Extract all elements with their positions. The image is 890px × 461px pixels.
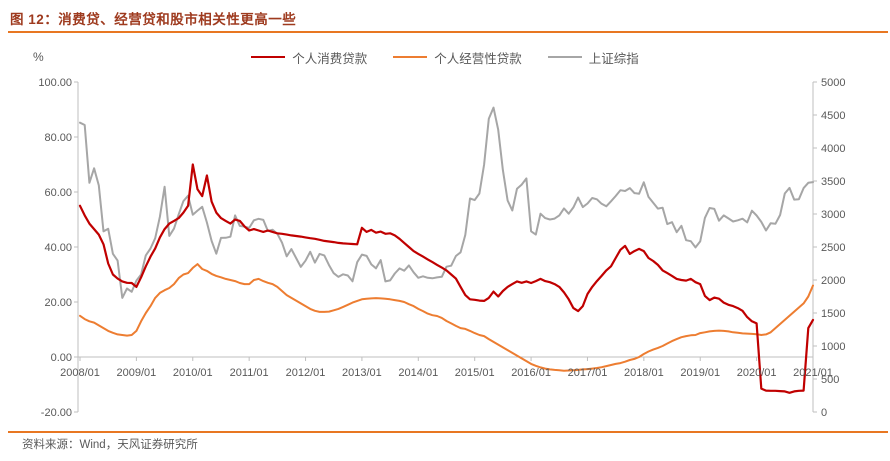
left-axis-label: 0.00 <box>51 352 72 364</box>
left-axis-unit-label: % <box>33 50 44 64</box>
bottom-divider-rule <box>8 431 888 433</box>
x-axis-label: 2020/01 <box>737 367 777 379</box>
x-axis-label: 2010/01 <box>173 367 213 379</box>
right-axis-label: 500 <box>821 374 839 386</box>
legend-label-business-loan: 个人经营性贷款 <box>434 51 522 66</box>
sse-index-line-swatch <box>547 55 582 59</box>
right-axis-label: 3000 <box>821 209 845 221</box>
x-axis-label: 2016/01 <box>511 367 551 379</box>
right-axis-label: 0 <box>821 407 827 419</box>
business-loan-line <box>79 263 814 372</box>
business-loan-line-swatch <box>393 55 428 59</box>
sse-index-line <box>79 106 814 299</box>
left-axis-label: 80.00 <box>44 132 72 144</box>
left-axis-label: 20.00 <box>44 297 72 309</box>
series-group <box>78 106 815 394</box>
right-axis-label: 4000 <box>821 143 845 155</box>
x-axis-label: 2021/01 <box>793 367 833 379</box>
consumer-loan-line <box>78 163 815 394</box>
x-axis-label: 2011/01 <box>230 367 269 379</box>
axis-labels-group: 100.0080.0060.0040.0020.000.00-20.005000… <box>38 77 845 419</box>
left-axis-label: 60.00 <box>44 187 72 199</box>
left-axis-label: -20.00 <box>41 407 72 419</box>
axes-group <box>74 81 817 413</box>
x-axis-label: 2013/01 <box>342 367 382 379</box>
right-axis-label: 1500 <box>821 308 845 320</box>
left-axis-label: 100.00 <box>38 77 72 89</box>
x-axis-label: 2018/01 <box>624 367 664 379</box>
legend-item-consumer-loan: 个人消费贷款 <box>251 48 367 67</box>
consumer-loan-line-swatch <box>251 55 286 59</box>
right-axis-label: 2500 <box>821 242 845 254</box>
top-divider-rule <box>8 31 888 33</box>
chart-legend: 个人消费贷款 个人经营性贷款 上证综指 <box>0 48 890 67</box>
right-axis-label: 5000 <box>821 77 845 89</box>
legend-label-consumer-loan: 个人消费贷款 <box>292 51 368 66</box>
x-axis-label: 2009/01 <box>117 367 157 379</box>
x-axis-label: 2015/01 <box>455 367 495 379</box>
x-axis-label: 2014/01 <box>398 367 438 379</box>
left-axis-label: 40.00 <box>44 242 72 254</box>
figure-title: 图 12：消费贷、经营贷和股市相关性更高一些 <box>10 12 297 27</box>
right-axis-label: 4500 <box>821 110 845 122</box>
legend-item-business-loan: 个人经营性贷款 <box>393 48 522 67</box>
x-axis-label: 2019/01 <box>680 367 720 379</box>
right-axis-label: 3500 <box>821 176 845 188</box>
x-axis-label: 2012/01 <box>286 367 326 379</box>
x-axis-label: 2017/01 <box>568 367 608 379</box>
x-axis-label: 2008/01 <box>60 367 100 379</box>
right-axis-label: 1000 <box>821 341 845 353</box>
source-attribution: 资料来源：Wind，天风证券研究所 <box>22 439 198 451</box>
right-axis-label: 2000 <box>821 275 845 287</box>
legend-label-sse-index: 上证综指 <box>588 51 639 66</box>
legend-item-sse-index: 上证综指 <box>547 48 639 67</box>
